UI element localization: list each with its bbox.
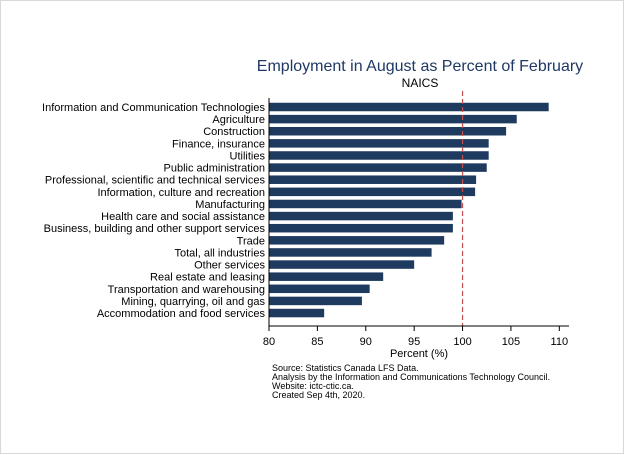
x-tick-label: 80 — [263, 336, 275, 348]
chart-subtitle: NAICS — [402, 76, 439, 90]
bar — [269, 248, 432, 257]
x-tick-label: 105 — [502, 336, 520, 348]
bar — [269, 139, 489, 148]
bar — [269, 272, 384, 281]
category-label: Accommodation and food services — [97, 308, 266, 320]
source-note-line: Analysis by the Information and Communic… — [272, 372, 550, 382]
category-label: Manufacturing — [195, 199, 265, 211]
source-note-line: Website: ictc-ctic.ca. — [272, 381, 354, 391]
bar — [269, 308, 325, 318]
category-label: Agriculture — [212, 114, 265, 126]
category-label: Information, culture and recreation — [97, 187, 265, 199]
x-axis-label: Percent (%) — [390, 348, 448, 360]
bar — [269, 236, 445, 245]
source-note-line: Created Sep 4th, 2020. — [272, 390, 365, 400]
category-label: Utilities — [230, 150, 266, 162]
bar — [269, 284, 370, 294]
category-label: Construction — [203, 126, 265, 138]
bar — [269, 126, 507, 136]
x-tick-label: 85 — [311, 336, 323, 348]
bar — [269, 163, 487, 172]
category-label: Business, building and other support ser… — [44, 223, 266, 235]
source-notes: Source: Statistics Canada LFS Data.Analy… — [272, 363, 550, 400]
bar — [269, 223, 453, 233]
category-label: Professional, scientific and technical s… — [45, 175, 266, 187]
category-label: Mining, quarrying, oil and gas — [121, 296, 265, 308]
bar — [269, 199, 462, 209]
category-label: Health care and social assistance — [101, 211, 265, 223]
category-label: Finance, insurance — [172, 138, 265, 150]
bar — [269, 260, 415, 269]
bar — [269, 102, 549, 112]
x-tick-label: 110 — [551, 336, 569, 348]
category-label: Public administration — [164, 163, 266, 175]
bar — [269, 211, 453, 221]
bar — [269, 187, 476, 197]
x-tick-label: 100 — [453, 336, 471, 348]
category-label: Total, all industries — [175, 247, 266, 259]
bar — [269, 114, 517, 124]
plot-area: Information and Communication Technologi… — [42, 91, 569, 348]
category-label: Real estate and leasing — [150, 272, 265, 284]
x-tick-label: 95 — [408, 336, 420, 348]
bar — [269, 151, 489, 160]
source-note-line: Source: Statistics Canada LFS Data. — [272, 363, 419, 373]
category-label: Trade — [237, 235, 265, 247]
bar — [269, 175, 477, 184]
bar — [269, 296, 362, 306]
x-tick-label: 90 — [360, 336, 372, 348]
chart-title: Employment in August as Percent of Febru… — [257, 58, 583, 75]
category-label: Other services — [194, 260, 265, 272]
category-label: Information and Communication Technologi… — [42, 102, 265, 114]
category-label: Transportation and warehousing — [108, 284, 265, 296]
